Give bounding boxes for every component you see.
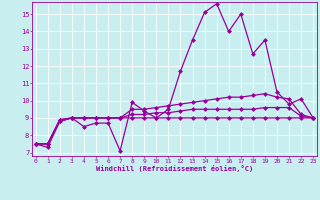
X-axis label: Windchill (Refroidissement éolien,°C): Windchill (Refroidissement éolien,°C) (96, 165, 253, 172)
